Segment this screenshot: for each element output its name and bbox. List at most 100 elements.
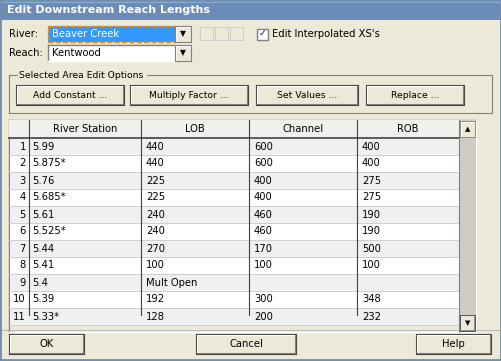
Text: 600: 600 — [254, 158, 273, 169]
Text: 5.99: 5.99 — [32, 142, 54, 152]
Text: 270: 270 — [146, 244, 165, 253]
Bar — [10, 138, 458, 155]
Text: 5: 5 — [20, 209, 26, 219]
Bar — [175, 45, 190, 61]
Text: ▼: ▼ — [464, 320, 469, 326]
Text: Add Constant ...: Add Constant ... — [33, 91, 107, 100]
Text: 300: 300 — [254, 295, 272, 304]
Bar — [175, 26, 190, 42]
Text: 100: 100 — [254, 261, 273, 270]
Bar — [10, 257, 458, 274]
Text: 500: 500 — [361, 244, 380, 253]
Text: 400: 400 — [361, 158, 380, 169]
Bar — [48, 26, 175, 42]
Bar — [256, 85, 357, 105]
Text: 190: 190 — [361, 226, 380, 236]
Text: 2: 2 — [20, 158, 26, 169]
Bar — [195, 334, 296, 354]
Text: 225: 225 — [146, 192, 165, 203]
Bar — [48, 45, 175, 61]
Text: 9: 9 — [20, 278, 26, 287]
Text: Selected Area Edit Options: Selected Area Edit Options — [19, 70, 143, 79]
Text: Beaver Creek: Beaver Creek — [52, 29, 119, 39]
Bar — [0, 0, 501, 3]
Bar — [214, 27, 227, 40]
Text: Channel: Channel — [282, 124, 323, 134]
Bar — [48, 26, 175, 42]
Bar — [9, 120, 458, 138]
Bar — [10, 308, 458, 325]
Bar — [10, 240, 458, 257]
Bar — [459, 121, 474, 137]
Text: Set Values ...: Set Values ... — [277, 91, 337, 100]
Text: River:: River: — [9, 29, 38, 39]
Text: 5.33*: 5.33* — [32, 312, 59, 322]
Text: 240: 240 — [146, 226, 164, 236]
Text: 600: 600 — [254, 142, 273, 152]
Text: 5.61: 5.61 — [32, 209, 54, 219]
Text: OK: OK — [39, 339, 54, 349]
Text: 400: 400 — [361, 142, 380, 152]
Text: 440: 440 — [146, 142, 164, 152]
Text: Kentwood: Kentwood — [52, 48, 101, 58]
Text: Replace ...: Replace ... — [390, 91, 438, 100]
Text: Help: Help — [441, 339, 464, 349]
Text: Mult Open: Mult Open — [146, 278, 197, 287]
Text: 5.76: 5.76 — [32, 175, 54, 186]
Text: 192: 192 — [146, 295, 165, 304]
Text: 460: 460 — [254, 209, 273, 219]
Text: 5.44: 5.44 — [32, 244, 54, 253]
Text: ROB: ROB — [396, 124, 417, 134]
Bar — [415, 334, 490, 354]
Text: 240: 240 — [146, 209, 164, 219]
Bar — [10, 172, 458, 189]
Text: 275: 275 — [361, 175, 380, 186]
Bar — [16, 85, 124, 105]
Text: 4: 4 — [20, 192, 26, 203]
Text: 7: 7 — [20, 244, 26, 253]
Text: 5.685*: 5.685* — [32, 192, 66, 203]
Text: 232: 232 — [361, 312, 380, 322]
Text: Multiply Factor ...: Multiply Factor ... — [149, 91, 228, 100]
Text: 3: 3 — [20, 175, 26, 186]
Text: LOB: LOB — [185, 124, 204, 134]
Text: 5.4: 5.4 — [32, 278, 48, 287]
Bar — [10, 291, 458, 308]
Bar — [365, 85, 463, 105]
Text: 275: 275 — [361, 192, 380, 203]
Bar — [458, 120, 475, 332]
Text: Edit Interpolated XS's: Edit Interpolated XS's — [272, 29, 379, 39]
Text: 5.41: 5.41 — [32, 261, 54, 270]
Text: 460: 460 — [254, 226, 273, 236]
Text: 128: 128 — [146, 312, 165, 322]
Text: 10: 10 — [14, 295, 26, 304]
Bar — [10, 155, 458, 172]
Bar — [9, 334, 84, 354]
Text: 5.525*: 5.525* — [32, 226, 66, 236]
Bar — [10, 206, 458, 223]
Text: 5.39: 5.39 — [32, 295, 54, 304]
Text: 190: 190 — [361, 209, 380, 219]
Text: 1: 1 — [20, 142, 26, 152]
Text: ▼: ▼ — [180, 48, 185, 57]
Text: 5.875*: 5.875* — [32, 158, 66, 169]
Bar — [0, 0, 501, 20]
Text: 348: 348 — [361, 295, 380, 304]
Bar — [257, 29, 268, 40]
Text: 200: 200 — [254, 312, 273, 322]
Text: 100: 100 — [361, 261, 380, 270]
Text: Edit Downstream Reach Lengths: Edit Downstream Reach Lengths — [7, 5, 209, 15]
Bar — [229, 27, 242, 40]
Text: 11: 11 — [13, 312, 26, 322]
Bar — [459, 315, 474, 331]
Text: ▼: ▼ — [180, 30, 185, 39]
Text: 8: 8 — [20, 261, 26, 270]
Text: Reach:: Reach: — [9, 48, 43, 58]
Text: ✓: ✓ — [258, 29, 266, 38]
Text: 100: 100 — [146, 261, 164, 270]
Bar — [10, 223, 458, 240]
Bar — [10, 189, 458, 206]
Text: Cancel: Cancel — [228, 339, 263, 349]
Text: 400: 400 — [254, 192, 272, 203]
Text: 440: 440 — [146, 158, 164, 169]
